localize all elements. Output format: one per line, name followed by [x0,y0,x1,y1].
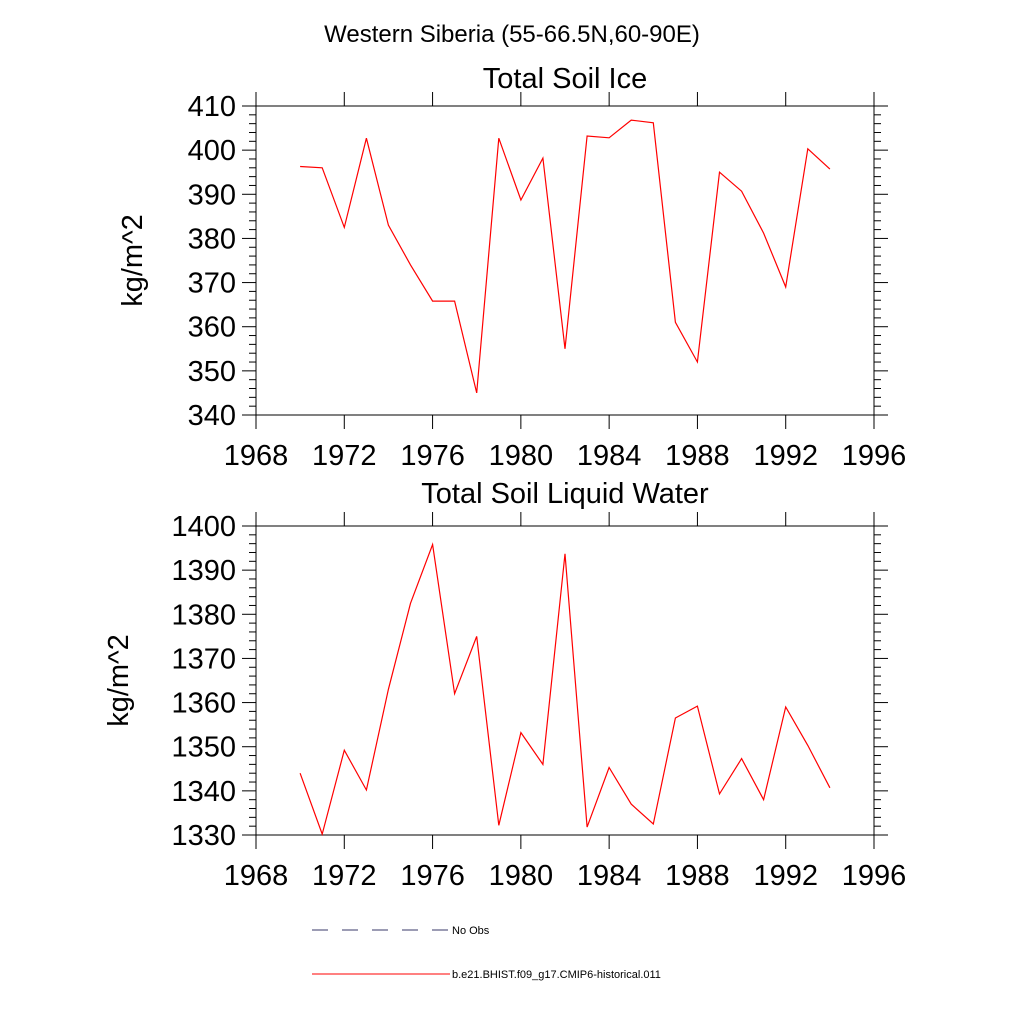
y-axis-label: kg/m^2 [103,634,135,727]
x-tick-label: 1984 [577,860,642,892]
y-tick-label: 400 [188,135,236,167]
series-line [300,119,831,394]
y-tick-label: 360 [188,312,236,344]
x-tick-label: 1988 [665,860,730,892]
x-tick-label: 1992 [753,440,818,472]
x-tick-label: 1972 [312,440,377,472]
panel-title: Total Soil Liquid Water [421,478,709,510]
y-tick-label: 1380 [171,599,236,631]
y-tick-label: 1360 [171,688,236,720]
panel-title: Total Soil Ice [483,63,647,95]
x-tick-label: 1980 [489,440,554,472]
legend: No Obs b.e21.BHIST.f09_g17.CMIP6-histori… [312,925,661,981]
x-tick-label: 1988 [665,440,730,472]
x-tick-label: 1984 [577,440,642,472]
x-tick-label: 1976 [400,440,465,472]
x-tick-label: 1968 [224,860,289,892]
plot-frame [255,525,875,836]
x-tick-label: 1972 [312,860,377,892]
x-tick-label: 1996 [842,860,907,892]
x-tick-label: 1980 [489,860,554,892]
y-tick-label: 1330 [171,820,236,852]
x-tick-label: 1968 [224,440,289,472]
series-line [299,542,831,837]
y-axis-label: kg/m^2 [117,214,149,307]
y-tick-label: 1350 [171,732,236,764]
y-tick-label: 410 [188,91,236,123]
y-tick-label: 1390 [171,555,236,587]
y-tick-label: 390 [188,179,236,211]
x-tick-label: 1992 [753,860,818,892]
y-tick-label: 1370 [171,643,236,675]
legend-label-model: b.e21.BHIST.f09_g17.CMIP6-historical.011 [452,969,661,981]
y-tick-label: 1400 [171,511,236,543]
panel-bottom: Total Soil Liquid Water 1968 1972 1976 1980 1… [103,478,906,892]
x-tick-label: 1996 [842,440,907,472]
legend-label-no-obs: No Obs [452,925,490,937]
panel-top: Total Soil Ice 1968 1972 1976 1980 1984 1988 19… [117,63,906,472]
y-tick-label: 370 [188,268,236,300]
y-tick-label: 350 [188,356,236,388]
plot-frame [255,105,875,416]
x-tick-label: 1976 [400,860,465,892]
y-tick-label: 1340 [171,776,236,808]
y-tick-label: 340 [188,400,236,432]
y-tick-label: 380 [188,223,236,255]
figure-title: Western Siberia (55-66.5N,60-90E) [324,21,700,48]
